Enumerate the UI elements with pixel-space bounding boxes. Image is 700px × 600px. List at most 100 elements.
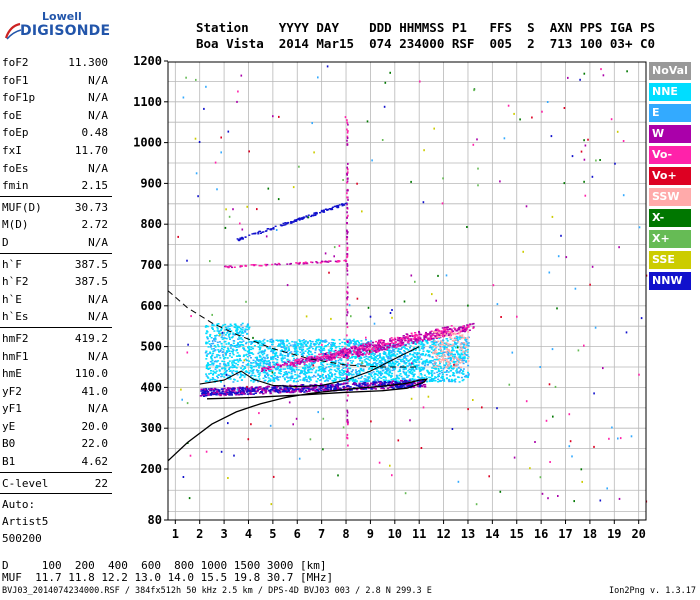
- echo-point: [461, 327, 464, 330]
- echo-point: [231, 360, 234, 362]
- echo-point: [239, 330, 242, 333]
- echo-point: [213, 339, 216, 341]
- echo-point: [453, 327, 456, 329]
- echo-point: [216, 391, 219, 393]
- echo-point: [388, 381, 391, 383]
- echo-point: [223, 387, 226, 390]
- echo-point: [240, 329, 243, 331]
- echo-point: [303, 342, 306, 345]
- echo-point: [250, 364, 253, 367]
- echo-point: [218, 365, 221, 367]
- echo-point: [311, 122, 313, 125]
- echo-point: [431, 333, 434, 335]
- echo-point: [334, 379, 337, 382]
- echo-point: [468, 329, 471, 331]
- echo-point: [330, 354, 333, 356]
- echo-point: [402, 356, 405, 358]
- echo-point: [465, 341, 468, 343]
- echo-point: [343, 355, 345, 357]
- echo-point: [237, 390, 241, 392]
- echo-point: [438, 336, 441, 338]
- echo-point: [312, 360, 315, 363]
- echo-point: [232, 340, 235, 342]
- echo-point: [217, 360, 220, 362]
- echo-point: [356, 182, 358, 185]
- echo-point: [425, 339, 428, 342]
- echo-point: [327, 386, 330, 389]
- param-name: foE: [2, 108, 22, 122]
- echo-point: [420, 366, 423, 369]
- echo-point: [320, 375, 323, 377]
- echo-point: [379, 345, 381, 347]
- echo-point: [234, 324, 237, 327]
- echo-point: [300, 388, 304, 391]
- echo-point: [308, 366, 311, 369]
- echo-point: [392, 387, 395, 389]
- echo-point: [356, 371, 358, 373]
- echo-point: [420, 377, 423, 379]
- param-name: fmin: [2, 179, 29, 193]
- echo-point: [362, 353, 365, 355]
- echo-point: [465, 354, 468, 356]
- station-header: Station YYYY DAY DDD HHMMSS P1 FFS S AXN…: [196, 20, 655, 52]
- echo-point: [308, 368, 311, 371]
- echo-point: [228, 266, 231, 268]
- echo-point: [327, 373, 330, 376]
- echo-point: [276, 361, 279, 364]
- echo-point: [402, 337, 405, 339]
- echo-point: [314, 351, 317, 354]
- echo-point: [410, 368, 413, 371]
- echo-point: [302, 263, 305, 265]
- echo-point: [222, 393, 226, 396]
- echo-point: [319, 379, 322, 381]
- echo-point: [358, 385, 361, 387]
- echo-point: [288, 349, 291, 352]
- echo-point: [378, 339, 381, 342]
- echo-point: [346, 308, 348, 311]
- echo-point: [240, 74, 243, 77]
- echo-point: [442, 379, 445, 381]
- echo-point: [452, 372, 455, 374]
- echo-point: [232, 361, 235, 363]
- echo-point: [205, 330, 208, 332]
- echo-point: [318, 342, 321, 345]
- echo-point: [306, 355, 309, 357]
- echo-point: [231, 371, 234, 373]
- echo-point: [250, 357, 252, 359]
- echo-point: [312, 364, 315, 367]
- echo-point: [236, 392, 239, 395]
- echo-point: [430, 336, 432, 338]
- echo-point: [205, 341, 208, 343]
- echo-point: [312, 367, 315, 369]
- echo-point: [460, 352, 463, 354]
- echo-point: [260, 388, 263, 390]
- echo-point: [210, 348, 213, 350]
- echo-point: [231, 373, 234, 375]
- echo-point: [365, 350, 368, 352]
- echo-point: [421, 361, 424, 364]
- echo-point: [444, 358, 446, 361]
- echo-point: [252, 381, 255, 383]
- echo-point: [583, 72, 586, 75]
- echo-point: [433, 349, 436, 352]
- echo-point: [275, 377, 278, 379]
- echo-point: [209, 333, 212, 336]
- echo-point: [294, 373, 297, 376]
- echo-point: [390, 381, 393, 384]
- echo-point: [251, 347, 254, 350]
- echo-point: [421, 368, 424, 370]
- echo-point: [451, 428, 454, 430]
- echo-point: [438, 337, 441, 340]
- echo-point: [396, 343, 399, 346]
- echo-point: [446, 349, 449, 351]
- echo-point: [303, 368, 306, 370]
- echo-point: [246, 393, 250, 395]
- echo-point: [264, 372, 267, 374]
- echo-point: [343, 353, 345, 356]
- echo-point: [324, 359, 327, 361]
- echo-point: [373, 358, 376, 360]
- echo-point: [409, 335, 412, 338]
- echo-point: [412, 349, 414, 352]
- echo-point: [374, 372, 377, 375]
- echo-point: [225, 354, 227, 356]
